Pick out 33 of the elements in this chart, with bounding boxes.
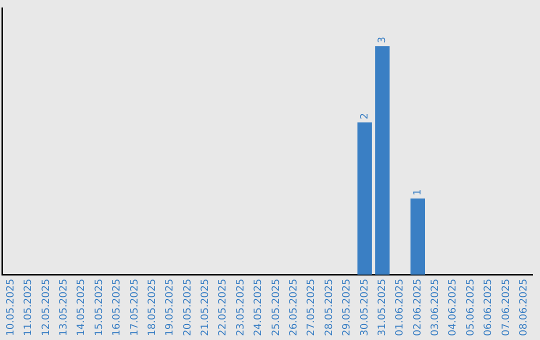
x-tick-label: 31.05.2025 — [376, 278, 388, 336]
x-tick-label: 06.06.2025 — [483, 278, 494, 336]
x-tick-label: 16.05.2025 — [112, 278, 123, 336]
x-tick-label: 02.06.2025 — [412, 278, 424, 336]
data-label: 3 — [376, 36, 388, 44]
x-tick-label: 24.05.2025 — [253, 278, 264, 336]
x-tick-label: 11.05.2025 — [23, 278, 34, 336]
x-tick-label: 03.06.2025 — [430, 278, 442, 336]
x-tick-label: 14.05.2025 — [76, 278, 88, 336]
data-label: 2 — [359, 112, 370, 120]
x-tick-label: 12.05.2025 — [40, 278, 52, 336]
x-tick-label: 28.05.2025 — [324, 278, 335, 336]
x-tick-label: 22.05.2025 — [218, 278, 229, 336]
x-tick-label: 13.05.2025 — [58, 278, 70, 336]
x-tick-label: 17.05.2025 — [129, 278, 140, 336]
data-label: 1 — [412, 189, 424, 196]
x-tick-label: 27.05.2025 — [306, 278, 318, 336]
x-tick-label: 10.05.2025 — [5, 278, 16, 336]
x-tick-label: 18.05.2025 — [146, 278, 158, 336]
x-tick-label: 25.05.2025 — [270, 278, 282, 336]
x-tick-label: 19.05.2025 — [164, 278, 176, 336]
x-tick-label: 23.05.2025 — [235, 278, 246, 336]
x-tick-label: 04.06.2025 — [448, 278, 459, 336]
x-tick-label: 30.05.2025 — [359, 278, 370, 336]
x-tick-label: 01.06.2025 — [394, 278, 406, 336]
x-tick-label: 21.05.2025 — [200, 278, 212, 336]
x-tick-label: 07.06.2025 — [500, 278, 512, 336]
x-tick-label: 20.05.2025 — [182, 278, 194, 336]
x-tick-label: 08.06.2025 — [518, 278, 530, 336]
x-tick-label: 26.05.2025 — [288, 278, 300, 336]
x-tick-label: 29.05.2025 — [342, 278, 353, 336]
x-tick-label: 05.06.2025 — [465, 278, 476, 336]
x-tick-label: 15.05.2025 — [94, 278, 105, 336]
